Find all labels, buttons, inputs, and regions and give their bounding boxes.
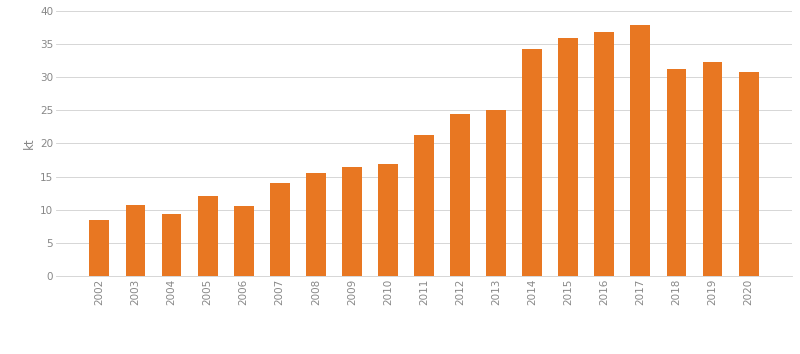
Bar xyxy=(342,167,362,276)
Y-axis label: kt: kt xyxy=(23,138,36,149)
Bar xyxy=(90,220,110,276)
Bar xyxy=(198,196,218,276)
Bar xyxy=(738,72,758,276)
Bar xyxy=(630,25,650,276)
Bar xyxy=(378,164,398,276)
Bar xyxy=(558,38,578,276)
Bar xyxy=(702,62,722,276)
Bar xyxy=(450,114,470,276)
Bar xyxy=(414,135,434,276)
Bar xyxy=(666,69,686,276)
Bar xyxy=(270,183,290,276)
Bar xyxy=(522,49,542,276)
Bar xyxy=(162,215,182,276)
Bar xyxy=(234,206,254,276)
Bar xyxy=(126,205,146,276)
Bar xyxy=(486,110,506,276)
Bar xyxy=(594,32,614,276)
Bar xyxy=(306,172,326,276)
